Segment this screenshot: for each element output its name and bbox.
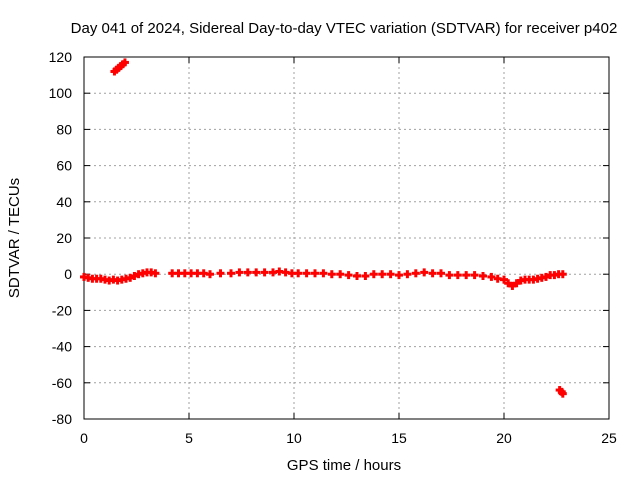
data-point [500, 275, 508, 284]
data-point [378, 270, 387, 279]
data-point [260, 268, 269, 277]
y-tick-label: 100 [49, 85, 73, 101]
data-point [353, 272, 361, 281]
data-point [302, 269, 311, 278]
data-point [411, 269, 420, 278]
y-tick-label: 80 [56, 121, 72, 137]
y-tick-label: -40 [52, 339, 72, 355]
data-point [428, 269, 437, 278]
x-tick-label: 0 [80, 430, 88, 446]
y-tick-label: 0 [64, 266, 72, 282]
x-tick-label: 5 [185, 430, 193, 446]
y-tick-label: -80 [52, 411, 72, 427]
data-point [558, 270, 567, 279]
chart-title: Day 041 of 2024, Sidereal Day-to-day VTE… [71, 20, 618, 37]
data-point [487, 272, 496, 281]
x-tick-label: 10 [286, 430, 302, 446]
x-tick-label: 25 [601, 430, 617, 446]
y-axis-title: SDTVAR / TECUs [6, 178, 23, 298]
data-point [420, 268, 429, 277]
data-point [395, 271, 403, 280]
y-tick-label: 20 [56, 230, 72, 246]
y-tick-label: -20 [52, 302, 72, 318]
data-point [479, 272, 487, 281]
x-axis-title: GPS time / hours [287, 457, 401, 474]
data-point [336, 270, 345, 279]
data-point [130, 272, 139, 281]
data-point [252, 268, 261, 277]
data-point [216, 269, 225, 278]
grid-lines [84, 57, 609, 419]
data-point [542, 272, 550, 281]
data-point [558, 389, 567, 398]
data-point [120, 58, 129, 67]
data-point [504, 279, 513, 288]
x-tick-label: 15 [391, 430, 407, 446]
data-point [369, 270, 378, 279]
data-point [512, 279, 521, 288]
data-point [227, 269, 235, 278]
data-point [437, 269, 445, 278]
data-point [445, 271, 454, 280]
data-point [319, 269, 328, 278]
x-tick-label: 20 [496, 430, 512, 446]
data-point [126, 273, 135, 282]
y-tick-label: -60 [52, 375, 72, 391]
data-point [327, 270, 336, 279]
data-point [151, 269, 160, 278]
data-point [403, 270, 412, 279]
axis-ticks: 0 5 10 15 20 25 -80 -60 -40 -20 0 20 40 60 80 100 120 [49, 49, 617, 446]
data-points [80, 58, 567, 398]
data-point [462, 271, 471, 280]
data-point [470, 271, 479, 280]
y-tick-label: 120 [49, 49, 73, 65]
data-point [206, 270, 214, 279]
data-point [386, 270, 395, 279]
data-point [344, 271, 353, 280]
data-point [311, 269, 319, 278]
y-tick-label: 60 [56, 158, 72, 174]
data-point [361, 272, 370, 281]
data-point [453, 271, 462, 280]
data-point [243, 268, 252, 277]
data-point [508, 281, 517, 290]
data-point [294, 269, 303, 278]
y-tick-label: 40 [56, 194, 72, 210]
data-point [235, 268, 244, 277]
